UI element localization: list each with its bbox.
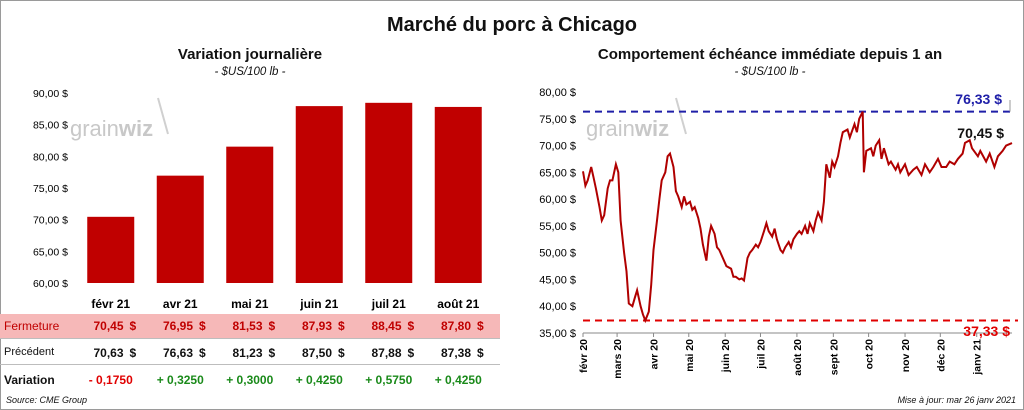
y-tick-label: 70,00 $ <box>33 215 68 227</box>
currency-symbol: $ <box>407 319 415 333</box>
bar <box>156 175 204 283</box>
bar <box>295 106 343 283</box>
x-tick-label: avr 20 <box>649 339 661 370</box>
currency-symbol: $ <box>477 346 484 360</box>
currency-symbol: $ <box>477 319 484 333</box>
variation-value: + 0,5750 <box>365 373 413 387</box>
y-tick-label: 60,00 $ <box>539 194 576 206</box>
precedent-value: 76,63 <box>162 346 193 360</box>
y-tick-label: 75,00 $ <box>539 114 576 126</box>
watermark-logo: grainwiz <box>586 116 669 141</box>
fermeture-row: Fermeture <box>0 314 500 338</box>
y-tick-label: 90,00 $ <box>33 88 68 100</box>
y-tick-label: 65,00 $ <box>33 246 68 258</box>
bar <box>87 216 135 283</box>
precedent-row: Précédent <box>0 341 500 365</box>
fermeture-value: 87,93 <box>301 319 332 333</box>
min-value-label: 37,33 $ <box>963 323 1010 339</box>
last-value-label: 70,45 $ <box>957 125 1004 141</box>
y-tick-label: 45,00 $ <box>539 274 576 286</box>
y-tick-label: 55,00 $ <box>539 221 576 233</box>
price-line-series <box>582 111 1013 324</box>
currency-symbol: $ <box>338 319 345 333</box>
precedent-label: Précédent <box>4 346 55 358</box>
x-tick-label: juil 20 <box>755 339 767 370</box>
currency-symbol: $ <box>407 346 415 360</box>
x-tick-label: févr 20 <box>578 339 590 373</box>
precedent-value: 87,88 <box>371 346 402 360</box>
variation-value: + 0,4250 <box>434 373 482 387</box>
update-note: Mise à jour: mar 26 janv 2021 <box>897 395 1016 405</box>
watermark-mark <box>157 97 169 135</box>
left-chart-unit: - $US/100 lb - <box>214 66 286 78</box>
x-tick-label: août 20 <box>792 339 804 376</box>
right-chart-title: Comportement échéance immédiate depuis 1… <box>597 46 943 63</box>
precedent-value: 70,63 <box>93 346 124 360</box>
x-tick-label: oct 20 <box>864 339 876 370</box>
x-tick-label: mai 20 <box>684 339 696 372</box>
y-tick-label: 80,00 $ <box>539 87 576 99</box>
table-divider <box>0 364 500 365</box>
right-chart-unit: - $US/100 lb - <box>734 66 806 78</box>
fermeture-value: 76,95 <box>162 319 193 333</box>
variation-value: - 0,1750 <box>88 373 133 387</box>
currency-symbol: $ <box>199 346 206 360</box>
variation-value: + 0,4250 <box>295 373 343 387</box>
x-tick-label: juin 20 <box>720 339 732 373</box>
x-tick-label: sept 20 <box>828 339 840 375</box>
x-tick-label: nov 20 <box>900 339 912 372</box>
precedent-value: 81,23 <box>232 346 263 360</box>
x-tick-label: juil 21 <box>371 297 406 311</box>
left-chart-title: Variation journalière <box>177 46 323 63</box>
watermark-mark <box>675 97 687 135</box>
bar <box>434 106 482 283</box>
x-tick-label: août 21 <box>437 297 479 311</box>
precedent-value: 87,50 <box>301 346 332 360</box>
fermeture-value: 87,80 <box>440 319 471 333</box>
y-tick-label: 65,00 $ <box>539 167 576 179</box>
currency-symbol: $ <box>199 319 206 333</box>
bar <box>365 102 413 283</box>
x-tick-label: mai 21 <box>231 297 269 311</box>
fermeture-label: Fermeture <box>4 319 60 333</box>
fermeture-value: 88,45 <box>371 319 402 333</box>
y-tick-label: 60,00 $ <box>33 278 68 290</box>
bar-chart: grainwiz 60,00 $ 65,00 $ 70,00 $ 75,00 $ 80,… <box>33 88 482 311</box>
variation-row: Variation <box>0 368 500 392</box>
currency-symbol: $ <box>268 319 276 333</box>
source-note: Source: CME Group <box>6 395 88 405</box>
x-tick-label: déc 20 <box>935 339 947 372</box>
x-tick-label: juin 21 <box>299 297 338 311</box>
precedent-value: 87,38 <box>440 346 471 360</box>
y-tick-label: 85,00 $ <box>33 120 68 132</box>
y-tick-label: 40,00 $ <box>539 301 576 313</box>
y-tick-label: 75,00 $ <box>33 183 68 195</box>
y-tick-label: 35,00 $ <box>539 328 576 340</box>
y-tick-label: 50,00 $ <box>539 248 576 260</box>
x-tick-label: avr 21 <box>163 297 198 311</box>
table-divider <box>0 338 500 339</box>
x-tick-label: févr 21 <box>91 297 130 311</box>
watermark-logo: grainwiz <box>70 116 153 141</box>
currency-symbol: $ <box>129 346 137 360</box>
y-tick-label: 80,00 $ <box>33 151 68 163</box>
page-title: Marché du porc à Chicago <box>386 14 638 36</box>
x-tick-label: janv 21 <box>972 339 984 376</box>
max-value-label: 76,33 $ <box>955 91 1002 107</box>
variation-value: + 0,3250 <box>156 373 204 387</box>
currency-symbol: $ <box>129 319 137 333</box>
fermeture-value: 81,53 <box>232 319 263 333</box>
bar <box>226 146 274 283</box>
y-tick-label: 70,00 $ <box>539 141 576 153</box>
x-tick-label: mars 20 <box>612 339 624 379</box>
fermeture-value: 70,45 <box>93 319 124 333</box>
currency-symbol: $ <box>338 346 345 360</box>
variation-value: + 0,3000 <box>226 373 274 387</box>
variation-label: Variation <box>4 373 55 387</box>
currency-symbol: $ <box>268 346 276 360</box>
